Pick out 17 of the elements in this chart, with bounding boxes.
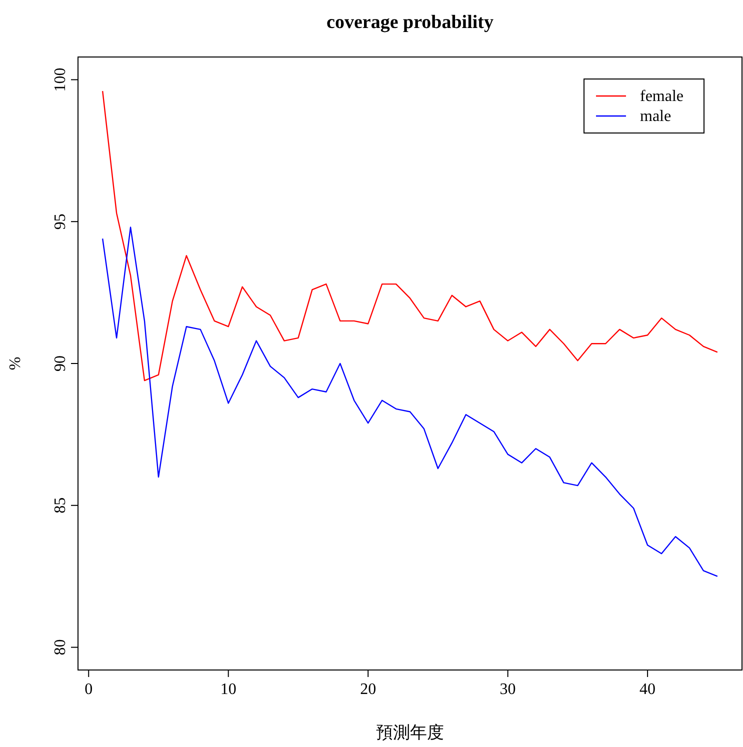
y-tick-label: 80	[52, 639, 69, 656]
y-tick-label: 85	[52, 497, 69, 514]
legend-label: female	[640, 88, 684, 105]
line-series	[102, 226, 718, 577]
y-axis-title: %	[7, 356, 24, 370]
chart-title: coverage probability	[326, 12, 494, 33]
y-tick-label: 100	[52, 68, 69, 92]
x-tick-label: 20	[360, 681, 376, 698]
x-tick-label: 40	[640, 681, 656, 698]
x-tick-label: 30	[500, 681, 516, 698]
y-tick-label: 95	[52, 214, 69, 230]
x-tick-label: 10	[220, 681, 236, 698]
y-tick-label: 90	[52, 356, 69, 372]
legend-label: male	[640, 108, 672, 125]
x-tick-label: 0	[84, 681, 93, 698]
line-series	[102, 90, 718, 382]
x-axis-title: 預測年度	[376, 723, 444, 743]
